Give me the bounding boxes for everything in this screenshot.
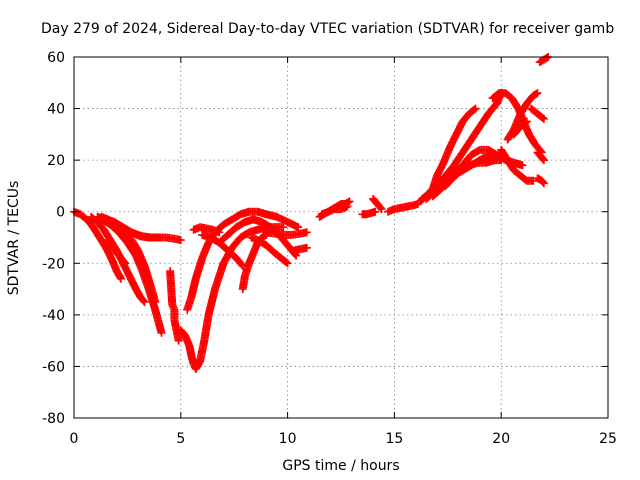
y-tick-label: -20 [42,256,65,272]
x-tick-label: 25 [599,431,617,447]
chart-title: Day 279 of 2024, Sidereal Day-to-day VTE… [41,21,614,37]
data-point [121,259,130,268]
series-arc-31 [527,104,548,123]
data-point [539,179,548,188]
y-tick-label: -40 [42,308,65,324]
series-arc-32 [535,53,553,67]
series-arc-14 [247,233,292,268]
series-arc-29 [497,145,538,185]
y-tick-label: 20 [47,153,65,169]
y-tick-label: 40 [47,102,65,118]
plot-frame [73,56,609,419]
data-point [237,260,246,269]
series-isolated-1 [166,267,183,345]
data-point [529,176,538,185]
data-point [116,274,125,283]
data-point [157,328,166,337]
x-axis-title: GPS time / hours [282,458,399,474]
y-axis-title: SDTVAR / TECUs [6,181,22,296]
series-arc-33 [533,148,548,165]
series-arc-10 [189,223,224,237]
data-point [343,202,352,211]
data-point [283,259,292,268]
data-point [279,223,288,232]
data-point [174,336,183,345]
data-point [120,257,129,266]
data-point [470,105,479,114]
y-tick-label: -80 [42,411,65,427]
x-tick-label: 20 [492,431,510,447]
data-point [471,104,480,113]
data-point [215,228,224,237]
series-arc-16 [290,243,311,255]
series-arc-20 [369,194,386,214]
data-point [140,297,149,306]
data-point [371,207,380,216]
data-point [302,243,311,252]
series-arc-1 [70,207,125,283]
y-tick-label: 0 [56,205,65,221]
x-tick-label: 10 [279,431,297,447]
data-point [345,197,354,206]
data-point [538,154,547,163]
data-point [521,118,530,127]
series-arc-19 [358,207,380,219]
data-point [533,89,542,98]
data-point [377,205,386,214]
series-arc-18 [317,202,352,219]
series-arc-6 [97,212,164,242]
series-arc-11 [198,230,247,270]
data-point [538,178,547,187]
series-arc-21 [383,199,422,216]
data-point [139,296,148,305]
data-points [70,53,553,374]
series-arc-28 [503,89,542,144]
data-point [538,113,547,122]
data-point [176,236,185,245]
data-point [376,203,385,212]
y-tick-label: 60 [47,50,65,66]
y-tick-label: -60 [42,359,65,375]
data-point [294,223,303,232]
data-point [539,156,548,165]
data-point [518,161,527,170]
data-point [302,228,311,237]
series-arc-7 [104,236,130,268]
data-point [539,114,548,123]
series-arc-30 [510,117,531,139]
data-point [155,233,164,242]
data-point [151,297,160,306]
series-arc-9 [183,207,303,314]
series-arc-15 [262,228,311,239]
x-tick-label: 0 [70,431,79,447]
data-point [522,117,531,126]
axis-ticks: 0 5 10 15 20 25 60 40 20 0 -20 -40 -60 -80 [42,50,617,447]
x-tick-label: 5 [176,431,185,447]
x-tick-label: 15 [385,431,403,447]
data-point [282,258,291,267]
series-arc-34 [533,174,548,188]
